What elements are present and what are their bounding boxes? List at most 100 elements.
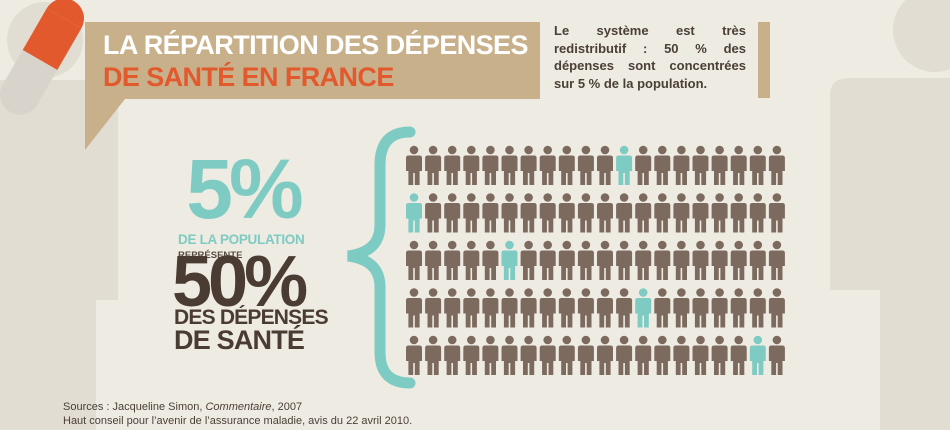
person-icon <box>654 240 671 280</box>
page-title-line2: DE SANTÉ EN FRANCE <box>103 62 394 92</box>
person-icon <box>616 145 633 185</box>
person-icon <box>768 193 785 233</box>
person-icon <box>597 145 613 185</box>
person-icon <box>520 288 537 328</box>
person-icon <box>673 335 690 375</box>
person-icon <box>520 193 537 233</box>
person-icon <box>730 240 747 280</box>
curly-brace-icon <box>347 126 416 389</box>
person-icon <box>501 145 518 185</box>
person-icon <box>425 240 442 280</box>
person-icon <box>444 335 461 375</box>
person-icon <box>711 288 728 328</box>
person-icon <box>444 145 461 185</box>
person-icon <box>654 288 671 328</box>
person-icon <box>730 193 747 233</box>
person-icon <box>463 193 480 233</box>
population-percent: 5% <box>186 142 303 236</box>
person-icon <box>692 145 709 185</box>
person-icon <box>406 193 422 233</box>
person-icon <box>749 335 766 375</box>
person-icon <box>501 288 518 328</box>
person-icon <box>730 335 747 375</box>
callout-accent-bar <box>758 22 770 98</box>
person-icon <box>558 193 575 233</box>
person-icon <box>577 193 594 233</box>
person-icon <box>425 335 442 375</box>
person-icon <box>425 145 442 185</box>
right-person-silhouette-icon <box>830 0 950 430</box>
banner-tail <box>85 95 125 150</box>
person-icon <box>768 288 785 328</box>
person-icon <box>730 288 747 328</box>
person-icon <box>654 193 671 233</box>
person-icon <box>768 335 785 375</box>
person-icon <box>520 335 537 375</box>
person-icon <box>711 193 728 233</box>
sources-work: Commentaire <box>205 401 272 413</box>
person-icon <box>749 193 766 233</box>
person-icon <box>539 193 556 233</box>
person-icon <box>425 288 442 328</box>
pill-icon <box>0 0 84 115</box>
person-icon <box>711 145 728 185</box>
person-icon <box>768 145 785 185</box>
person-icon <box>558 335 575 375</box>
person-icon <box>425 193 442 233</box>
person-icon <box>749 288 766 328</box>
person-icon <box>730 145 747 185</box>
person-icon <box>692 193 709 233</box>
person-icon <box>482 288 499 328</box>
person-icon <box>616 335 633 375</box>
person-icon <box>501 193 518 233</box>
person-icon <box>749 240 766 280</box>
page-title-line1: LA RÉPARTITION DES DÉPENSES <box>103 30 528 60</box>
person-icon <box>616 288 633 328</box>
person-icon <box>577 335 594 375</box>
person-icon <box>463 288 480 328</box>
sources-prefix: Sources : Jacqueline Simon, <box>63 401 206 413</box>
person-icon <box>406 335 422 375</box>
person-icon <box>520 145 537 185</box>
person-icon <box>597 240 613 280</box>
person-icon <box>558 240 575 280</box>
person-icon <box>444 193 461 233</box>
person-icon <box>711 335 728 375</box>
person-icon <box>577 145 594 185</box>
person-icon <box>539 240 556 280</box>
person-icon <box>463 240 480 280</box>
person-icon <box>444 240 461 280</box>
sources: Sources : Jacqueline Simon, Commentaire,… <box>63 400 412 428</box>
person-icon <box>463 145 480 185</box>
person-icon <box>692 240 709 280</box>
person-icon <box>406 145 422 185</box>
sources-line2: Haut conseil pour l’avenir de l’assuranc… <box>63 415 413 427</box>
sources-suffix: , 2007 <box>271 401 303 413</box>
person-icon <box>654 335 671 375</box>
spend-label-line1: DES DÉPENSES <box>174 306 329 329</box>
sources-line1: Sources : Jacqueline Simon, Commentaire,… <box>63 400 412 414</box>
person-icon <box>711 240 728 280</box>
person-icon <box>616 193 633 233</box>
person-icon <box>539 335 556 375</box>
person-icon <box>768 240 785 280</box>
person-icon <box>501 335 518 375</box>
person-icon <box>616 240 633 280</box>
person-icon <box>406 240 422 280</box>
person-icon <box>635 240 652 280</box>
person-icon <box>635 145 652 185</box>
represente-label: REPRÉSENTE <box>178 250 243 261</box>
spend-label-line2: DE SANTÉ <box>174 325 305 355</box>
person-icon <box>635 335 652 375</box>
person-icon <box>597 193 613 233</box>
person-icon <box>482 193 499 233</box>
person-icon <box>558 145 575 185</box>
person-icon <box>673 240 690 280</box>
person-icon <box>692 288 709 328</box>
person-icon <box>482 145 499 185</box>
person-icon <box>444 288 461 328</box>
spend-percent: 50% <box>172 242 308 322</box>
